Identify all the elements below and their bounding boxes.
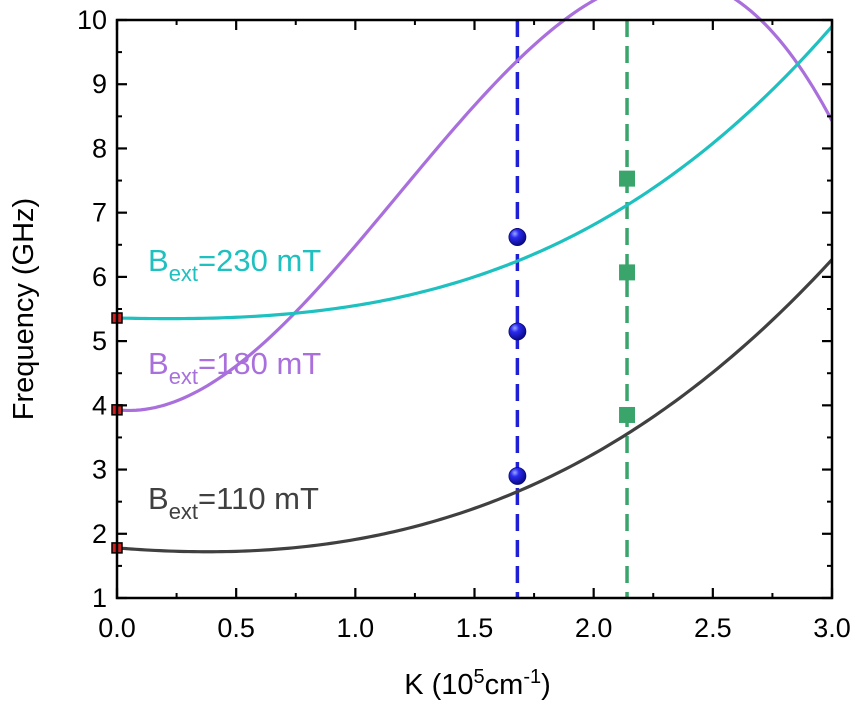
blue-sphere-marker-0 xyxy=(508,467,527,485)
series-label-value: =180 mT xyxy=(198,346,321,381)
x-tick-label: 0.0 xyxy=(98,613,136,643)
series-label-main: B xyxy=(148,243,169,278)
series-label-value: =230 mT xyxy=(198,243,321,278)
x-axis-title-part: ) xyxy=(541,669,551,701)
x-axis-title: K (105cm-1) xyxy=(404,666,551,701)
y-axis-title: Frequency (GHz) xyxy=(8,198,40,420)
y-tick-label: 7 xyxy=(92,198,107,228)
series-line-2 xyxy=(116,25,834,321)
x-axis-title-superscript: -1 xyxy=(523,666,541,688)
y-tick-label: 9 xyxy=(92,69,107,99)
series-label-main: B xyxy=(148,346,169,381)
series-line-1 xyxy=(116,0,834,413)
series-label-2: Bext=230 mT xyxy=(148,243,321,286)
x-axis-title-superscript: 5 xyxy=(474,666,485,688)
x-tick-label: 3.0 xyxy=(813,613,851,643)
green-square-marker-1 xyxy=(619,264,636,281)
series-label-subscript: ext xyxy=(169,261,198,286)
series-label-0: Bext=110 mT xyxy=(148,481,319,524)
x-axis-title-part: K (10 xyxy=(404,669,473,701)
green-square-marker-2 xyxy=(619,170,636,187)
x-tick-label: 1.5 xyxy=(456,613,494,643)
series-line-0 xyxy=(116,258,834,554)
y-tick-label: 4 xyxy=(92,390,107,420)
x-axis-title-part: cm xyxy=(485,669,524,701)
x-tick-label: 2.0 xyxy=(575,613,613,643)
x-tick-label: 2.5 xyxy=(694,613,732,643)
x-tick-label: 0.5 xyxy=(217,613,255,643)
y-tick-label: 5 xyxy=(92,326,107,356)
series-label-main: B xyxy=(148,481,169,516)
x-tick-label: 1.0 xyxy=(337,613,375,643)
y-tick-label: 8 xyxy=(92,133,107,163)
y-tick-label: 10 xyxy=(77,5,107,35)
series-label-value: =110 mT xyxy=(198,481,319,516)
series-label-subscript: ext xyxy=(169,364,198,389)
blue-sphere-marker-2 xyxy=(508,228,527,246)
y-tick-label: 1 xyxy=(92,583,107,613)
blue-sphere-marker-1 xyxy=(508,322,527,341)
series-label-subscript: ext xyxy=(169,499,198,524)
y-tick-label: 3 xyxy=(92,455,107,485)
series-label-1: Bext=180 mT xyxy=(148,346,321,389)
green-square-marker-0 xyxy=(619,406,636,423)
y-tick-label: 2 xyxy=(92,519,107,549)
y-tick-label: 6 xyxy=(92,262,107,292)
